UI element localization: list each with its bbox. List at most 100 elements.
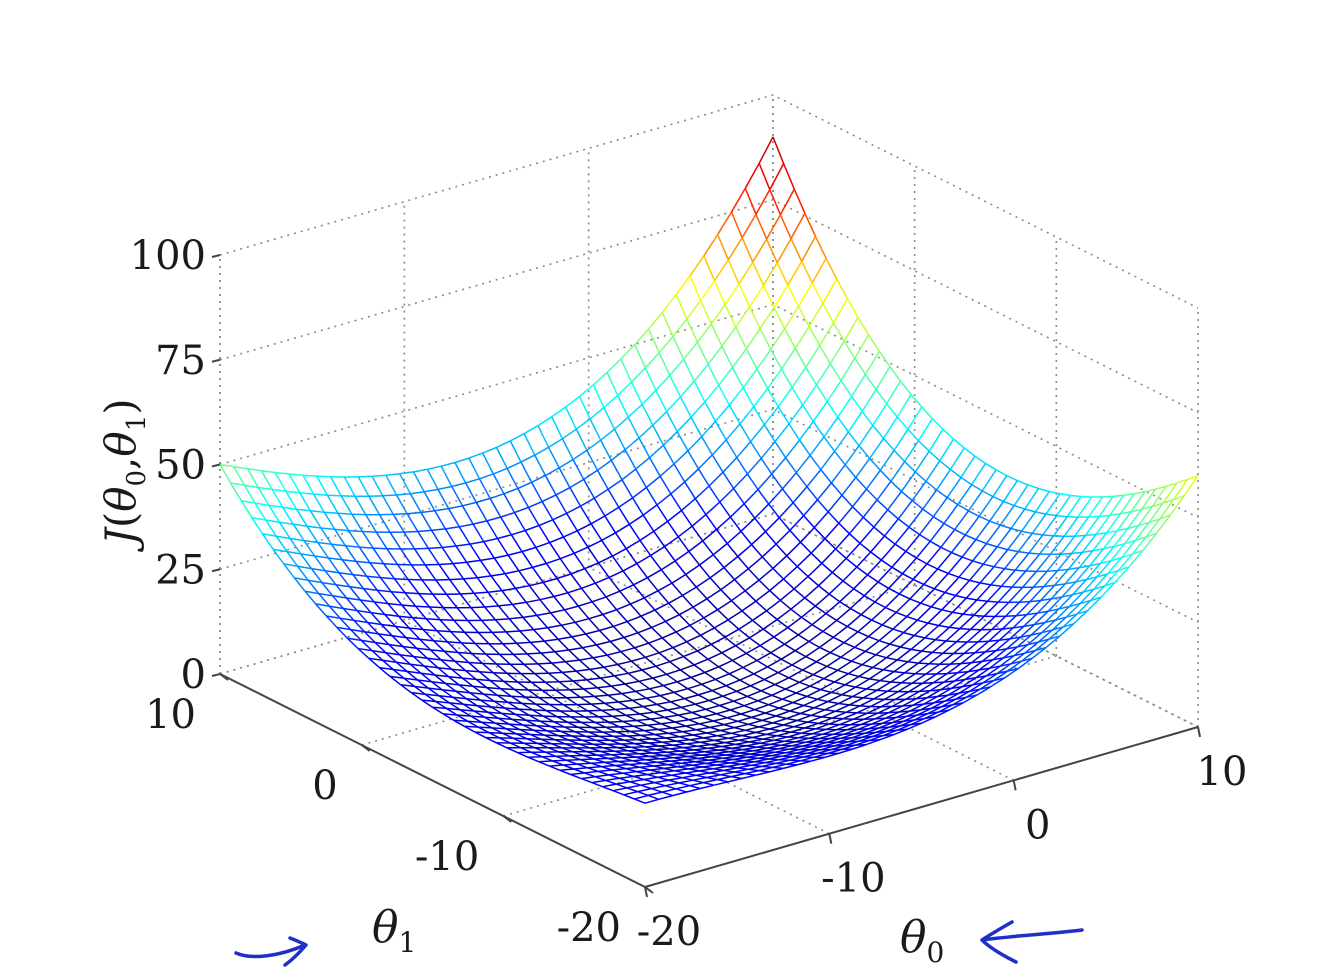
mesh-segment	[669, 358, 685, 376]
mesh-segment	[1047, 596, 1063, 612]
mesh-segment	[432, 706, 447, 710]
mesh-segment	[814, 605, 827, 615]
mesh-segment	[552, 519, 565, 538]
mesh-segment	[1052, 626, 1064, 631]
mesh-segment	[382, 495, 394, 515]
mesh-segment	[421, 579, 434, 595]
theta1-axis-line	[219, 673, 646, 888]
mesh-segment	[700, 784, 715, 790]
mesh-segment	[460, 642, 473, 655]
mesh-segment	[671, 582, 684, 596]
mesh-segment	[486, 686, 501, 690]
mesh-segment	[385, 474, 398, 496]
mesh-segment	[861, 389, 877, 412]
mesh-segment	[776, 262, 789, 286]
mesh-segment	[1121, 553, 1133, 559]
mesh-segment	[302, 474, 317, 477]
mesh-segment	[793, 575, 809, 590]
mesh-segment	[919, 689, 931, 693]
mesh-segment	[753, 666, 768, 675]
mesh-segment	[380, 623, 393, 637]
mesh-segment	[692, 779, 704, 784]
mesh-segment	[254, 502, 270, 507]
mesh-segment	[539, 720, 551, 728]
mesh-segment	[738, 261, 754, 285]
mesh-segment	[852, 688, 867, 698]
mesh-segment	[701, 436, 713, 456]
mesh-segment	[808, 640, 820, 649]
mesh-segment	[658, 352, 671, 376]
mesh-segment	[693, 363, 709, 382]
mesh-segment	[847, 431, 860, 447]
mesh-segment	[670, 493, 683, 511]
mesh-segment	[542, 581, 555, 597]
mesh-segment	[331, 543, 346, 547]
mesh-segment	[962, 694, 978, 704]
mesh-segment	[418, 593, 430, 608]
mesh-segment	[587, 765, 602, 769]
mesh-segment	[275, 471, 290, 475]
mesh-segment	[434, 674, 449, 678]
mesh-segment	[797, 306, 810, 327]
mesh-segment	[882, 416, 898, 439]
mesh-segment	[618, 701, 630, 709]
mesh-segment	[527, 689, 540, 699]
mesh-segment	[520, 673, 532, 683]
mesh-segment	[466, 698, 478, 707]
mesh-segment	[550, 609, 565, 614]
mesh-segment	[570, 772, 585, 776]
mesh-segment	[621, 692, 633, 702]
mesh-segment	[732, 652, 747, 662]
mesh-segment	[804, 585, 820, 599]
mesh-segment	[795, 692, 808, 698]
mesh-segment	[389, 531, 402, 550]
mesh-segment	[495, 618, 510, 621]
mesh-segment	[339, 617, 352, 631]
mesh-segment	[656, 493, 672, 506]
mesh-segment	[869, 678, 881, 682]
mesh-segment	[745, 644, 761, 655]
mesh-segment	[803, 515, 815, 529]
mesh-segment	[635, 457, 651, 470]
mesh-segment	[527, 756, 540, 763]
mesh-segment	[604, 760, 619, 764]
mesh-segment	[420, 512, 433, 531]
mesh-segment	[1047, 569, 1058, 572]
y-axis-label: θ1	[372, 902, 416, 959]
mesh-segment	[489, 679, 504, 683]
theta0-tick-mark	[644, 886, 648, 898]
mesh-segment	[374, 641, 390, 646]
mesh-segment	[742, 659, 758, 669]
mesh-segment	[784, 643, 796, 652]
mesh-segment	[875, 366, 891, 390]
mesh-segment	[884, 690, 899, 701]
mesh-segment	[610, 460, 623, 481]
mesh-segment	[920, 702, 935, 711]
mesh-segment	[395, 625, 410, 629]
mesh-segment	[930, 591, 946, 608]
mesh-segment	[628, 514, 644, 525]
mesh-segment	[686, 634, 701, 643]
mesh-segment	[776, 731, 791, 737]
mesh-segment	[824, 752, 839, 759]
mesh-segment	[657, 776, 669, 781]
grid-line	[219, 408, 1199, 623]
mesh-segment	[515, 584, 530, 590]
mesh-segment	[650, 716, 665, 720]
mesh-segment	[316, 475, 329, 496]
mesh-segment	[914, 663, 930, 675]
mesh-segment	[832, 298, 849, 324]
mesh-segment	[862, 516, 875, 528]
mesh-segment	[837, 416, 850, 433]
mesh-segment	[360, 639, 373, 652]
mesh-segment	[657, 774, 672, 779]
mesh-segment	[946, 477, 962, 499]
mesh-segment	[840, 646, 856, 658]
mesh-segment	[420, 510, 435, 514]
mesh-segment	[535, 546, 548, 564]
mesh-segment	[784, 328, 796, 349]
mesh-segment	[607, 479, 623, 490]
mesh-segment	[932, 516, 945, 525]
mesh-segment	[755, 728, 770, 734]
